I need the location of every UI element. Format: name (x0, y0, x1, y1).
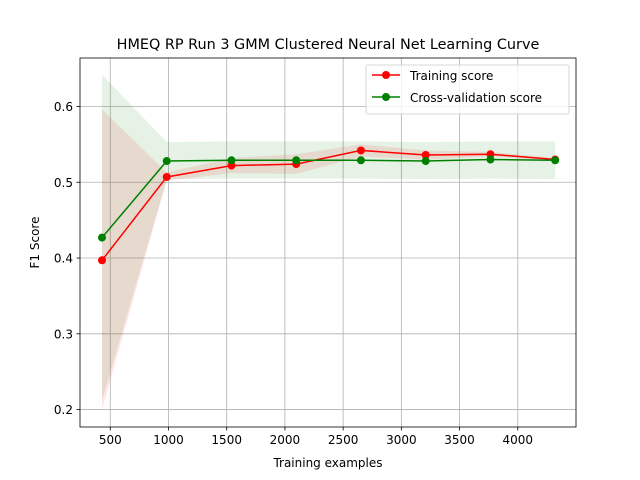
cross-validation-score-point (421, 157, 430, 166)
axis-ticks: 500 1000 1500 2000 2500 3000 3500 4000 0.2 0.3 0.4… (54, 100, 533, 447)
x-tick-label: 2500 (328, 433, 359, 447)
cross-validation-score-point (227, 156, 236, 165)
legend: Training score Cross-validation score (365, 64, 570, 115)
training-score-line (101, 149, 556, 261)
y-tick-label: 0.2 (54, 403, 73, 417)
y-tick-label: 0.3 (54, 327, 73, 341)
x-tick-label: 1500 (211, 433, 242, 447)
plot-frame (79, 57, 577, 428)
legend-cv-label: Cross-validation score (410, 91, 542, 105)
x-tick-label: 3500 (444, 433, 475, 447)
y-tick-label: 0.4 (54, 252, 73, 266)
cross-validation-score-point (486, 155, 495, 164)
cross-validation-score-point (356, 156, 365, 165)
legend-cv-marker (382, 93, 390, 101)
cross-validation-score-band (102, 74, 556, 401)
x-axis-label: Training examples (272, 456, 382, 470)
cross-validation-score-point (98, 233, 107, 242)
legend-training-marker (382, 71, 390, 79)
x-tick-label: 1000 (153, 433, 184, 447)
cross-validation-score-point (551, 156, 560, 165)
x-tick-label: 500 (99, 433, 122, 447)
confidence-bands (102, 74, 556, 410)
training-score-point (421, 150, 430, 159)
cross-validation-score-line (101, 158, 556, 239)
y-axis-label: F1 Score (28, 217, 42, 269)
training-score-point (98, 256, 107, 265)
chart-title: HMEQ RP Run 3 GMM Clustered Neural Net L… (117, 37, 540, 53)
x-tick-label: 4000 (503, 433, 534, 447)
x-tick-label: 2000 (270, 433, 301, 447)
training-score-point (162, 172, 171, 181)
y-tick-label: 0.5 (54, 176, 73, 190)
cross-validation-score-point (292, 156, 301, 165)
cross-validation-score-point (162, 157, 171, 166)
legend-box (365, 64, 570, 115)
y-tick-label: 0.6 (54, 100, 73, 114)
series-lines (98, 146, 560, 265)
training-score-point (356, 146, 365, 155)
legend-training-label: Training score (409, 69, 493, 83)
x-tick-label: 3000 (386, 433, 417, 447)
